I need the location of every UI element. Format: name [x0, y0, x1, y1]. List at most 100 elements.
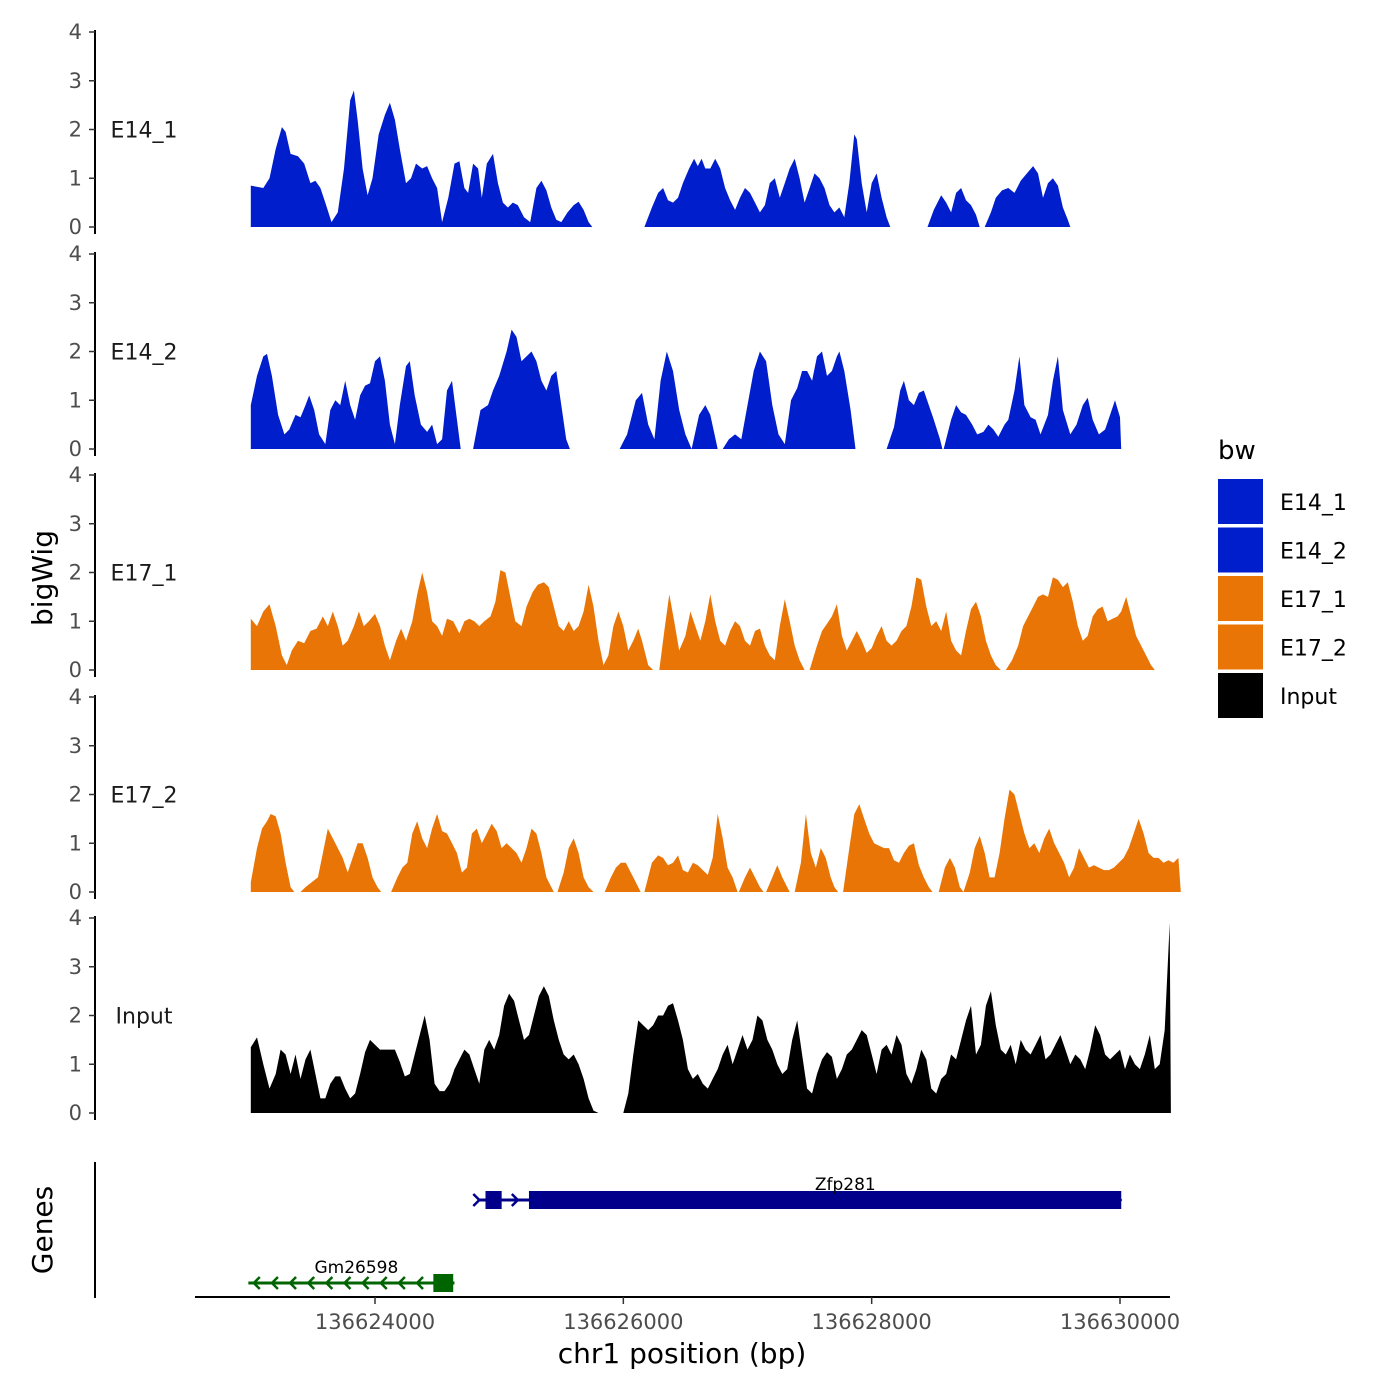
coverage-area: [250, 353, 461, 449]
coverage-area: [738, 867, 764, 892]
coverage-area: [886, 380, 943, 449]
track-e14_1: 0 1 2 3 4 E14_1: [69, 20, 1071, 239]
coverage-area: [300, 828, 382, 892]
y-tick-label: 0: [69, 437, 82, 461]
coverage-area: [843, 804, 933, 892]
x-tick-label: 136630000: [1060, 1310, 1180, 1334]
strand-arrow-icon: [472, 1193, 482, 1207]
coverage-area: [473, 329, 570, 449]
coverage-area: [250, 570, 654, 670]
strand-arrow-icon: [342, 1276, 352, 1290]
gene-exon: [433, 1274, 454, 1292]
y-tick-label: 2: [69, 561, 82, 585]
coverage-area: [963, 789, 1181, 892]
coverage-area: [938, 857, 964, 892]
gene-exon: [485, 1191, 502, 1209]
coverage-area: [794, 814, 839, 892]
coverage-area: [943, 356, 1122, 449]
y-tick-label: 1: [69, 1052, 82, 1076]
track-label: E14_1: [111, 119, 178, 144]
gene-zfp281: Zfp281: [472, 1175, 1123, 1209]
legend-label: E17_2: [1280, 637, 1347, 662]
y-tick-label: 1: [69, 609, 82, 633]
track-e17_1: 0 1 2 3 4 E17_1: [69, 463, 1155, 682]
genes-axis-title: Genes: [26, 1186, 59, 1274]
strand-arrow-icon: [252, 1276, 261, 1290]
track-label: E14_2: [111, 341, 178, 366]
coverage-area: [1005, 577, 1155, 670]
y-tick-label: 2: [69, 340, 82, 364]
x-tick-label: 136624000: [315, 1310, 435, 1334]
coverage-area: [984, 166, 1071, 227]
y-tick-label: 4: [69, 463, 82, 487]
y-tick-label: 4: [69, 906, 82, 930]
legend-key-input: [1218, 673, 1263, 718]
y-axis-title: bigWig: [26, 530, 59, 626]
y-tick-label: 4: [69, 242, 82, 266]
y-tick-label: 3: [69, 69, 82, 93]
strand-arrow-icon: [288, 1276, 297, 1290]
y-tick-label: 3: [69, 955, 82, 979]
coverage-area: [644, 814, 738, 892]
x-axis-title: chr1 position (bp): [558, 1337, 807, 1370]
strand-arrow-icon: [378, 1276, 388, 1290]
legend-label: E17_1: [1280, 588, 1347, 613]
coverage-area: [644, 134, 891, 227]
y-tick-label: 3: [69, 734, 82, 758]
legend-label: E14_2: [1280, 540, 1347, 565]
strand-arrow-icon: [415, 1276, 424, 1290]
y-tick-label: 3: [69, 512, 82, 536]
legend-key-e14_2: [1218, 527, 1263, 573]
gene-exon: [528, 1191, 1122, 1209]
track-input: 0 1 2 3 4 Input: [69, 906, 1171, 1125]
y-tick-label: 1: [69, 388, 82, 412]
tracks-layer: 0 1 2 3 4 E14_1 0 1 2 3 4 E14_2 0 1 2 3 4 E17_1 0 1 2 3 4 E17_2…: [69, 20, 1181, 1125]
strand-arrow-icon: [360, 1276, 370, 1290]
legend: bw E14_1 E14_2 E17_1 E17_2 Input: [1218, 436, 1347, 718]
genes-layer: Zfp281 Gm26598: [94, 1162, 1123, 1298]
track-e14_2: 0 1 2 3 4 E14_2: [69, 242, 1122, 461]
y-tick-label: 0: [69, 1101, 82, 1125]
y-tick-label: 3: [69, 291, 82, 315]
gene-label: Gm26598: [314, 1258, 398, 1278]
y-tick-label: 4: [69, 685, 82, 709]
track-label: Input: [116, 1005, 173, 1030]
strand-arrow-icon: [510, 1193, 520, 1207]
y-tick-label: 0: [69, 658, 82, 682]
coverage-area: [250, 90, 593, 227]
legend-title: bw: [1218, 436, 1256, 466]
coverage-area: [391, 814, 554, 892]
gene-gm26598: Gm26598: [248, 1258, 455, 1292]
x-axis: 136624000 136626000 136628000 136630000: [195, 1296, 1180, 1334]
strand-arrow-icon: [306, 1276, 316, 1290]
y-tick-label: 0: [69, 880, 82, 904]
y-tick-label: 0: [69, 215, 82, 239]
legend-label: Input: [1280, 685, 1337, 710]
y-tick-label: 1: [69, 831, 82, 855]
strand-arrow-icon: [270, 1276, 279, 1290]
strand-arrow-icon: [397, 1276, 406, 1290]
legend-key-e17_2: [1218, 624, 1263, 670]
coverage-area: [927, 188, 980, 227]
coverage-area: [604, 862, 641, 892]
track-label: E17_2: [111, 784, 178, 809]
strand-arrow-icon: [324, 1276, 334, 1290]
coverage-area: [250, 814, 295, 892]
y-tick-label: 2: [69, 783, 82, 807]
y-tick-label: 4: [69, 20, 82, 44]
y-tick-label: 1: [69, 166, 82, 190]
coverage-area: [250, 986, 599, 1113]
gene-label: Zfp281: [815, 1175, 876, 1195]
x-tick-label: 136628000: [812, 1310, 932, 1334]
x-tick-label: 136626000: [563, 1310, 683, 1334]
track-label: E17_1: [111, 562, 178, 587]
legend-key-e17_1: [1218, 576, 1263, 621]
y-tick-label: 2: [69, 1004, 82, 1028]
y-tick-label: 2: [69, 118, 82, 142]
coverage-area: [619, 351, 856, 449]
legend-key-e14_1: [1218, 479, 1263, 524]
track-e17_2: 0 1 2 3 4 E17_2: [69, 685, 1181, 904]
coverage-area: [766, 865, 790, 892]
coverage-area: [659, 594, 805, 670]
